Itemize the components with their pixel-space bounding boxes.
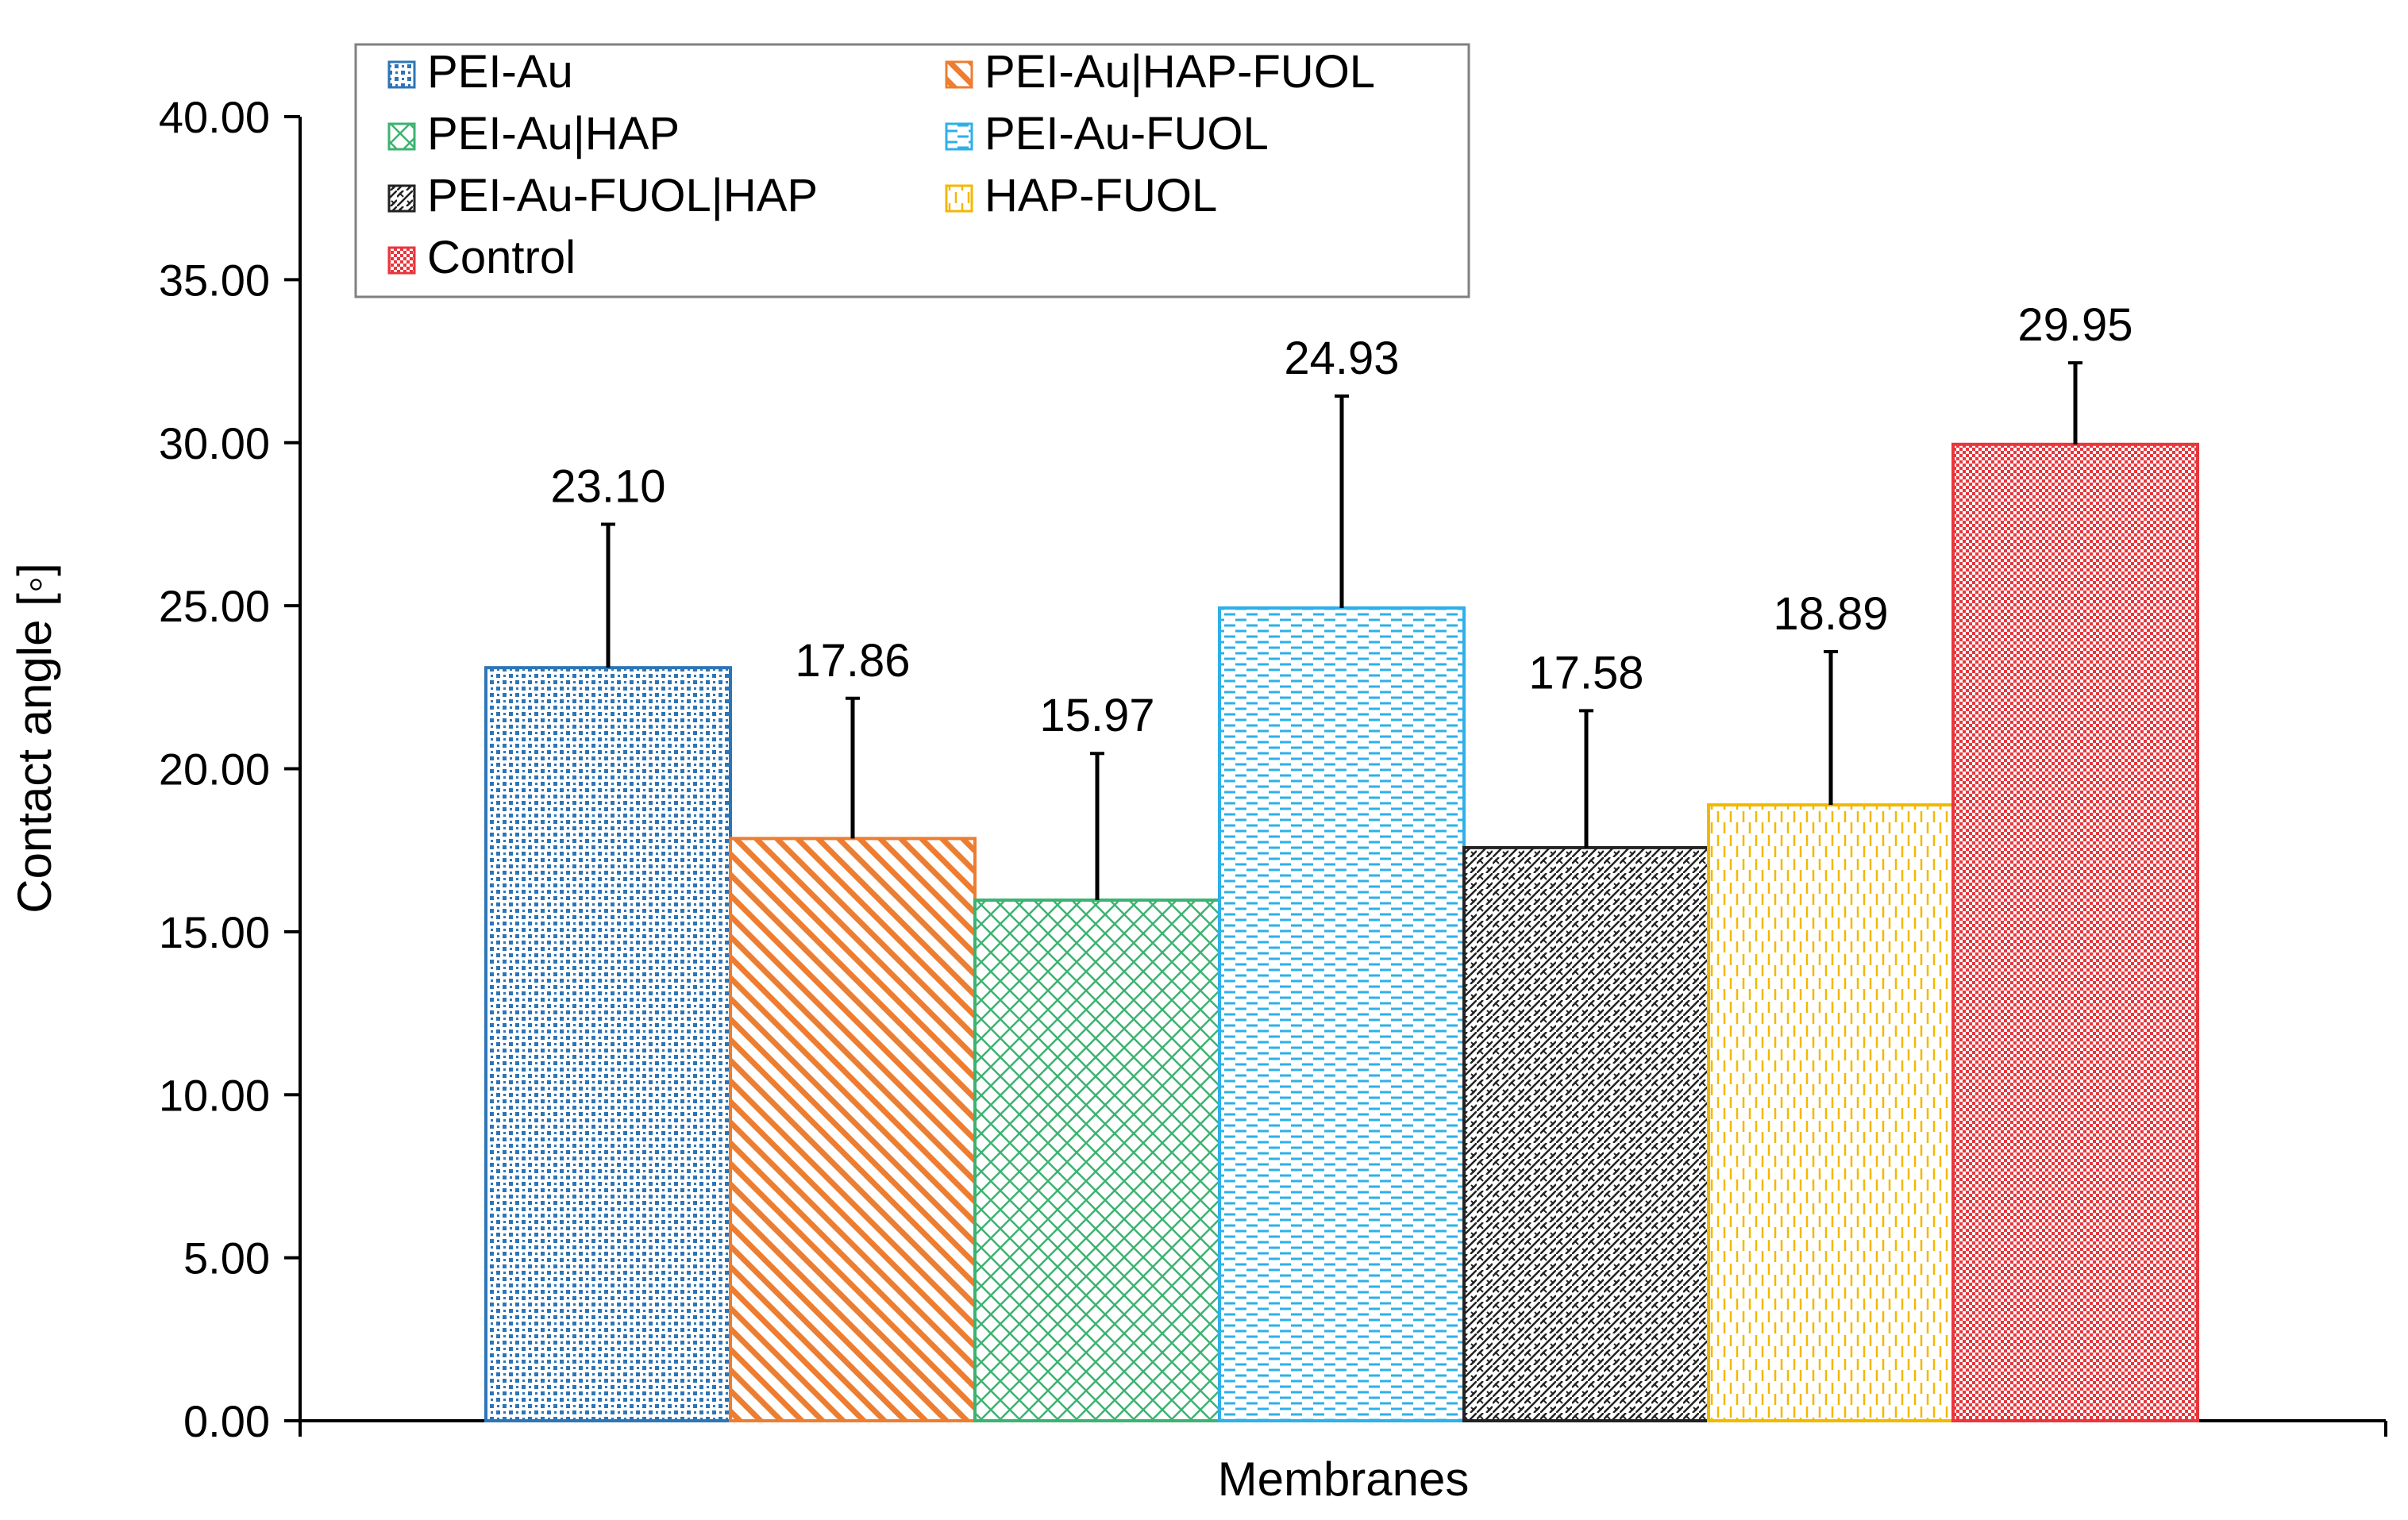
legend-label: PEI-Au|HAP xyxy=(427,108,680,160)
data-label: 18.89 xyxy=(1773,588,1888,640)
legend-label: PEI-Au-FUOL|HAP xyxy=(427,170,818,221)
plot-area: 0.00 5.00 10.00 15.00 20.00 25.00 30.00 35.00 40… xyxy=(159,92,2387,1446)
bar xyxy=(1218,606,1466,1422)
y-axis-title: Contact angle [◦] xyxy=(8,563,61,914)
bar xyxy=(1462,845,1710,1422)
data-label: 29.95 xyxy=(2017,299,2133,351)
legend-label: Control xyxy=(427,232,576,283)
legend-swatch xyxy=(945,60,973,89)
y-tick-label: 20.00 xyxy=(159,745,270,795)
y-tick-label: 0.00 xyxy=(183,1396,270,1446)
y-tick-label: 25.00 xyxy=(159,581,270,631)
legend-swatch xyxy=(945,122,973,151)
data-label: 15.97 xyxy=(1039,690,1154,741)
data-label: 17.58 xyxy=(1528,647,1643,698)
y-tick-label: 10.00 xyxy=(159,1070,270,1120)
y-tick-label: 30.00 xyxy=(159,418,270,468)
legend-swatch xyxy=(387,60,416,89)
bar xyxy=(484,666,732,1422)
y-tick-label: 40.00 xyxy=(159,92,270,142)
bar xyxy=(973,899,1221,1422)
data-label: 23.10 xyxy=(550,460,665,512)
legend-label: HAP-FUOL xyxy=(984,170,1217,221)
legend-swatch xyxy=(387,184,416,213)
data-label: 24.93 xyxy=(1284,333,1399,384)
legend-label: PEI-Au xyxy=(427,46,573,98)
y-tick-label: 35.00 xyxy=(159,255,270,305)
legend-box xyxy=(354,43,1470,298)
legend-label: PEI-Au|HAP-FUOL xyxy=(984,46,1375,98)
x-axis-title: Membranes xyxy=(1218,1453,1470,1506)
legend-label: PEI-Au-FUOL xyxy=(984,108,1269,160)
legend-swatch xyxy=(387,122,416,151)
data-label: 17.86 xyxy=(795,635,910,687)
bar xyxy=(729,837,977,1422)
y-tick-label: 15.00 xyxy=(159,907,270,957)
legend-swatch xyxy=(945,184,973,213)
y-tick-label: 5.00 xyxy=(183,1233,270,1283)
bar xyxy=(1707,803,1955,1422)
bar xyxy=(1951,442,2199,1423)
legend: PEI-Au PEI-Au|HAP-FUOL PEI-Au|HAP PEI-Au-FU… xyxy=(354,43,1470,298)
legend-swatch xyxy=(387,246,416,275)
